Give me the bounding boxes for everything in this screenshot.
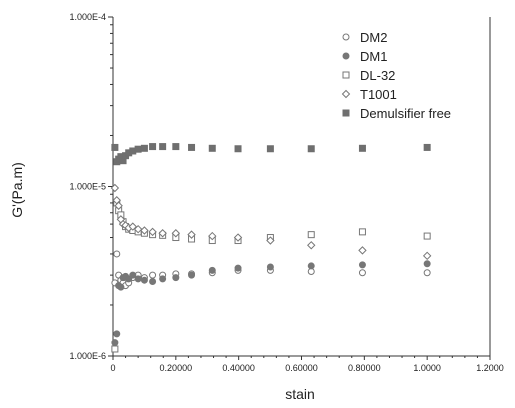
data-point-demulsifier-free xyxy=(234,145,242,153)
data-point-demulsifier-free xyxy=(140,144,148,152)
data-point-t1001 xyxy=(114,201,123,210)
data-points xyxy=(110,143,432,353)
data-point-dl-32 xyxy=(358,228,366,236)
data-point-t1001 xyxy=(208,231,217,241)
data-point-dm2 xyxy=(307,268,315,276)
data-point-dm1 xyxy=(129,271,137,279)
y-tick-label: 1.000E-4 xyxy=(69,12,106,22)
legend-item-dm2: DM2 xyxy=(342,30,387,45)
data-point-demulsifier-free xyxy=(149,143,157,151)
data-point-demulsifier-free xyxy=(307,145,315,153)
legend-label-dm2: DM2 xyxy=(360,30,387,45)
x-tick-label: 0 xyxy=(110,363,115,373)
data-point-demulsifier-free xyxy=(188,143,196,151)
data-point-dl-32 xyxy=(423,232,431,240)
data-point-dm2 xyxy=(423,269,431,277)
data-point-demulsifier-free xyxy=(111,143,119,151)
x-tick-label: 0.60000 xyxy=(285,363,318,373)
plot-frame xyxy=(112,17,491,357)
legend-item-dl-32: DL-32 xyxy=(342,68,395,83)
x-tick-label: 0.40000 xyxy=(222,363,255,373)
y-axis-ticks: 1.000E-6 1.000E-5 1.000E-4 xyxy=(69,12,113,361)
data-point-t1001 xyxy=(171,229,181,238)
data-point-dm1 xyxy=(140,276,148,284)
data-point-dm1 xyxy=(234,264,242,272)
data-point-t1001 xyxy=(133,224,143,234)
data-point-demulsifier-free xyxy=(172,143,180,151)
data-point-dm1 xyxy=(208,266,216,274)
legend-marker-dm1 xyxy=(342,52,350,60)
legend-label-dl-32: DL-32 xyxy=(360,68,395,83)
legend-item-demulsifier-free: Demulsifier free xyxy=(342,106,451,121)
y-tick-label: 1.000E-6 xyxy=(69,351,106,361)
data-point-demulsifier-free xyxy=(358,144,366,152)
legend-item-dm1: DM1 xyxy=(342,49,387,64)
data-point-t1001 xyxy=(148,227,157,237)
data-point-t1001 xyxy=(110,183,120,193)
data-point-dm1 xyxy=(117,283,125,291)
data-point-dm1 xyxy=(358,261,366,269)
x-tick-label: 1.2000 xyxy=(476,363,504,373)
data-point-dm2 xyxy=(149,271,157,279)
data-point-dm1 xyxy=(172,274,180,282)
data-point-t1001 xyxy=(140,226,149,235)
data-point-dm1 xyxy=(111,339,119,347)
legend: DM2 DM1 DL-32 T1001 Demulsifier free xyxy=(341,30,451,121)
data-point-demulsifier-free xyxy=(266,145,274,153)
x-tick-label: 1.0000 xyxy=(413,363,441,373)
x-tick-label: 0.80000 xyxy=(348,363,381,373)
data-point-dm1 xyxy=(423,260,431,268)
data-point-dm1 xyxy=(266,263,274,271)
legend-marker-dm2 xyxy=(342,33,350,41)
data-point-dm2 xyxy=(113,250,121,258)
series-t1001 xyxy=(110,183,432,261)
y-axis-title: G'(Pa.m) xyxy=(9,162,25,218)
data-point-t1001 xyxy=(422,251,432,261)
legend-label-dm1: DM1 xyxy=(360,49,387,64)
data-point-dm1 xyxy=(307,262,315,270)
series-demulsifier-free xyxy=(111,143,431,166)
data-point-t1001 xyxy=(233,233,243,242)
data-point-t1001 xyxy=(187,230,196,239)
data-point-dm1 xyxy=(113,330,121,338)
data-point-demulsifier-free xyxy=(423,143,431,151)
data-point-dm1 xyxy=(149,278,157,286)
data-point-demulsifier-free xyxy=(134,145,142,153)
legend-marker-t1001 xyxy=(341,89,351,99)
data-point-demulsifier-free xyxy=(208,144,216,152)
data-point-t1001 xyxy=(266,236,275,245)
data-point-t1001 xyxy=(307,241,316,250)
y-tick-label: 1.000E-5 xyxy=(69,182,106,192)
x-axis-title: stain xyxy=(285,386,315,402)
data-point-dm1 xyxy=(134,275,142,283)
legend-marker-demulsifier-free xyxy=(342,109,350,117)
data-point-dl-32 xyxy=(307,231,315,239)
legend-item-t1001: T1001 xyxy=(341,87,397,102)
legend-label-t1001: T1001 xyxy=(360,87,397,102)
data-point-dm1 xyxy=(188,271,196,279)
data-point-t1001 xyxy=(158,229,167,238)
x-tick-label: 0.20000 xyxy=(160,363,193,373)
legend-label-demulsifier-free: Demulsifier free xyxy=(360,106,451,121)
data-point-t1001 xyxy=(358,246,367,255)
data-point-dm1 xyxy=(159,275,167,283)
series-dm1 xyxy=(111,260,431,347)
data-point-demulsifier-free xyxy=(159,143,167,151)
data-point-dm2 xyxy=(358,269,366,277)
legend-marker-dl-32 xyxy=(342,71,350,79)
data-point-t1001 xyxy=(128,222,137,231)
x-axis-ticks: 0 0.20000 0.40000 0.60000 0.80000 1.0000 1.200… xyxy=(110,356,504,373)
data-point-dl-32 xyxy=(111,345,119,353)
